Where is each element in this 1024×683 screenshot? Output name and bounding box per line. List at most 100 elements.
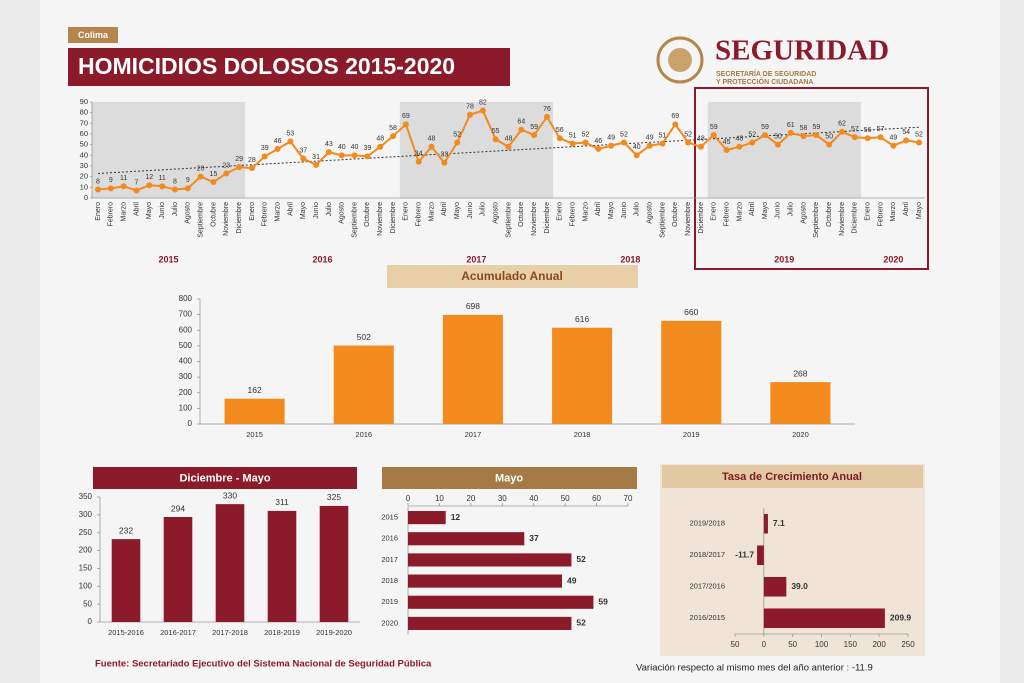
x-tick-label: 2019: [683, 430, 700, 439]
point: [197, 173, 204, 180]
point: [274, 145, 281, 152]
data-label: 59: [598, 597, 608, 607]
point: [839, 128, 846, 135]
region-tag: [68, 27, 118, 43]
bar: [770, 382, 831, 424]
data-label: 311: [275, 497, 289, 507]
data-label: 28: [248, 157, 256, 164]
point: [248, 165, 255, 172]
point: [646, 142, 653, 149]
point: [364, 153, 371, 160]
x-tick-label: Junio: [775, 202, 782, 219]
point: [800, 133, 807, 140]
point: [287, 138, 294, 145]
point: [300, 155, 307, 162]
data-label: 12: [145, 174, 153, 181]
x-tick-label: 2019-2020: [316, 628, 352, 637]
point: [505, 143, 512, 150]
x-tick-label: Septiembre: [659, 202, 666, 238]
point: [556, 135, 563, 142]
chart-title-box: [382, 467, 637, 489]
x-tick-label: Mayo: [608, 202, 615, 219]
bar: [163, 517, 193, 622]
data-label: 53: [287, 130, 295, 137]
x-tick-label: Marzo: [428, 202, 435, 222]
y-tick-label: 2019: [381, 597, 398, 606]
chart-title: Diciembre - Mayo: [179, 472, 270, 484]
x-tick-label: Diciembre: [544, 202, 551, 234]
y-tick-label: 80: [80, 108, 88, 117]
data-label: 162: [247, 385, 261, 395]
bar: [111, 539, 141, 622]
data-label: 50: [825, 134, 833, 141]
point: [659, 140, 666, 147]
x-tick-label: Marzo: [582, 202, 589, 222]
point: [531, 132, 538, 139]
point: [851, 134, 858, 141]
data-label: 46: [594, 138, 602, 145]
data-label: -11.7: [735, 550, 754, 560]
data-label: 52: [582, 131, 590, 138]
data-label: 9: [186, 177, 190, 184]
x-tick-label: Marzo: [274, 202, 281, 222]
point: [749, 139, 756, 146]
x-tick-label: Agosto: [646, 202, 653, 224]
logo-subtitle: Y PROTECCIÓN CIUDADANA: [716, 77, 814, 86]
year-label: 2018: [620, 254, 640, 264]
data-label: 52: [684, 131, 692, 138]
y-tick-label: 700: [179, 310, 193, 319]
x-tick-label: 30: [498, 494, 507, 503]
data-label: 23: [222, 162, 230, 169]
data-label: 209.9: [890, 613, 912, 623]
x-tick-label: Septiembre: [505, 202, 512, 238]
data-label: 78: [466, 104, 474, 111]
point: [672, 121, 679, 128]
y-tick-label: 300: [79, 510, 93, 519]
data-label: 48: [736, 136, 744, 143]
data-label: 52: [915, 131, 923, 138]
y-tick-label: 200: [179, 388, 193, 397]
x-tick-label: Junio: [313, 202, 320, 219]
data-label: 48: [505, 136, 513, 143]
data-label: 37: [529, 533, 539, 543]
year-label: 2016: [312, 254, 332, 264]
x-tick-label: Diciembre: [698, 202, 705, 234]
data-label: 268: [793, 368, 807, 378]
chart-title-box: [93, 467, 357, 489]
x-tick-label: Abril: [903, 202, 910, 216]
y-tick-label: 350: [79, 492, 93, 501]
x-tick-label: Enero: [95, 202, 102, 221]
title-box: [68, 48, 510, 86]
point: [479, 107, 486, 114]
y-tick-label: 400: [179, 357, 193, 366]
x-tick-label: Julio: [172, 202, 179, 217]
data-label: 59: [812, 124, 820, 131]
data-label: 43: [325, 141, 333, 148]
x-tick-label: Marzo: [736, 202, 743, 222]
x-tick-label: Febrero: [262, 202, 269, 227]
x-tick-label: Septiembre: [351, 202, 358, 238]
point: [351, 152, 358, 159]
point: [492, 136, 499, 143]
data-label: 58: [389, 125, 397, 132]
point: [223, 170, 230, 177]
point: [877, 134, 884, 141]
highlight-box: [694, 87, 929, 270]
x-tick-label: Julio: [788, 202, 795, 217]
point: [633, 152, 640, 159]
y-tick-label: 0: [188, 419, 193, 428]
point: [826, 141, 833, 148]
x-tick-label: 60: [592, 494, 601, 503]
data-label: 48: [428, 136, 436, 143]
y-tick-label: 2017/2016: [690, 582, 725, 591]
point: [133, 187, 140, 194]
point: [210, 179, 217, 185]
title: HOMICIDIOS DOLOSOS 2015-2020: [78, 53, 455, 79]
point: [569, 140, 576, 147]
point: [159, 183, 166, 190]
bar: [763, 576, 787, 597]
data-label: 56: [864, 127, 872, 134]
x-tick-label: Diciembre: [236, 202, 243, 234]
x-tick-label: 2016-2017: [160, 628, 196, 637]
